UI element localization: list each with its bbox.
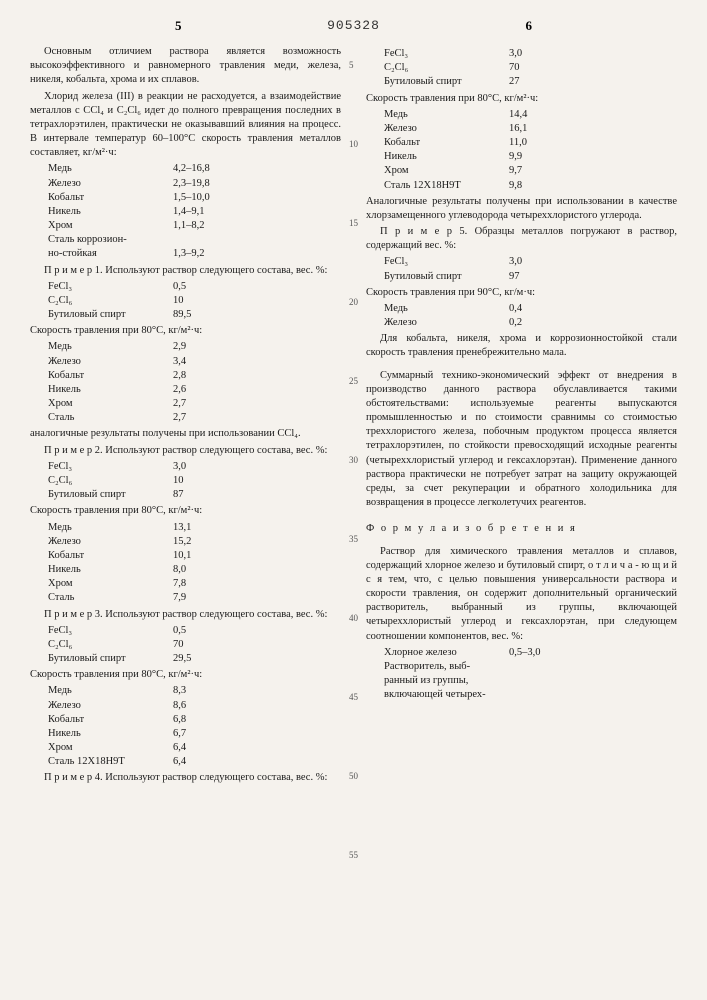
paragraph: аналогичные результаты получены при испо…: [30, 427, 341, 441]
composition-table-3: FeCl₃0,5 C₂Cl₆70 Бутиловый спирт29,5: [48, 624, 341, 667]
right-column-number: 6: [526, 18, 533, 34]
example-3-heading: П р и м е р 3. Используют раствор следую…: [30, 608, 341, 622]
rate-label: Скорость травления при 80°С, кг/м²·ч:: [366, 92, 677, 106]
left-column-number: 5: [175, 18, 182, 34]
rate-table-3: Медь8,3 Железо8,6 Кобальт6,8 Никель6,7 Х…: [48, 684, 341, 769]
paragraph: Суммарный технико-экономический эффект о…: [366, 369, 677, 511]
document-number: 905328: [327, 18, 380, 33]
rate-table-5: Медь0,4 Железо0,2: [384, 302, 677, 330]
rate-label: Скорость травления при 80°С, кг/м²·ч:: [30, 324, 341, 338]
paragraph: Хлорид железа (III) в реакции не расходу…: [30, 90, 341, 161]
composition-table-5: FeCl₃3,0 Бутиловый спирт97: [384, 255, 677, 283]
formula-heading: Ф о р м у л а и з о б р е т е н и я: [366, 522, 677, 536]
left-column: Основным отличием раствора является возм…: [30, 45, 341, 788]
rate-label: Скорость травления при 90°С, кг/м·ч:: [366, 286, 677, 300]
rate-label: Скорость травления при 80°С, кг/м²·ч:: [30, 668, 341, 682]
right-column: FeCl₃3,0 C₂Cl₆70 Бутиловый спирт27 Скоро…: [366, 45, 677, 788]
example-2-heading: П р и м е р 2. Используют раствор следую…: [30, 444, 341, 458]
example-5-heading: П р и м е р 5. Образцы металлов погружаю…: [366, 225, 677, 253]
paragraph: Аналогичные результаты получены при испо…: [366, 195, 677, 223]
rate-label: Скорость травления при 80°С, кг/м²·ч:: [30, 504, 341, 518]
claim-composition-table: Хлорное железо0,5–3,0 Растворитель, выб-…: [384, 646, 677, 703]
claim-paragraph: Раствор для химического травления металл…: [366, 545, 677, 644]
composition-table-4: FeCl₃3,0 C₂Cl₆70 Бутиловый спирт27: [384, 47, 677, 90]
composition-table-1: FeCl₃0,5 C₂Cl₆10 Бутиловый спирт89,5: [48, 280, 341, 323]
rate-table-1: Медь2,9 Железо3,4 Кобальт2,8 Никель2,6 Х…: [48, 340, 341, 425]
paragraph: Основным отличием раствора является возм…: [30, 45, 341, 88]
example-1-heading: П р и м е р 1. Используют раствор следую…: [30, 264, 341, 278]
line-number-gutter: 5 10 15 20 25 30 35 40 45 50 55: [349, 60, 358, 860]
rate-table-2: Медь13,1 Железо15,2 Кобальт10,1 Никель8,…: [48, 521, 341, 606]
paragraph: Для кобальта, никеля, хрома и коррозионн…: [366, 332, 677, 360]
metals-rate-table: Медь4,2–16,8 Железо2,3–19,8 Кобальт1,5–1…: [48, 162, 341, 261]
example-4-heading: П р и м е р 4. Используют раствор следую…: [30, 771, 341, 785]
rate-table-4: Медь14,4 Железо16,1 Кобальт11,0 Никель9,…: [384, 108, 677, 193]
composition-table-2: FeCl₃3,0 C₂Cl₆10 Бутиловый спирт87: [48, 460, 341, 503]
